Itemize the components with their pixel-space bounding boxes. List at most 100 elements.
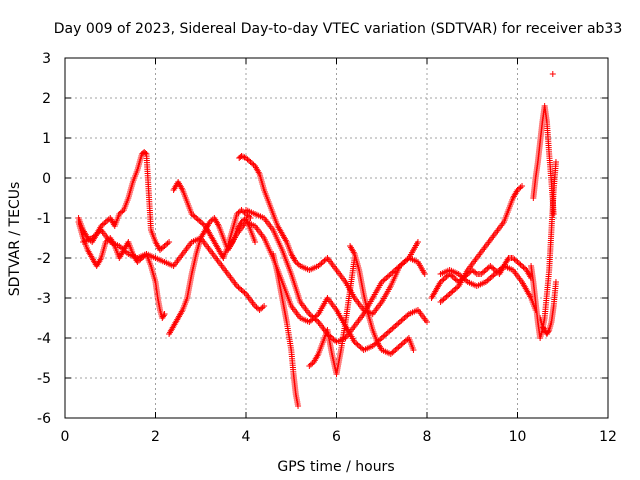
- data-point: [519, 263, 526, 269]
- x-tick-label: 8: [423, 429, 432, 445]
- data-point: [161, 311, 168, 317]
- data-point: [239, 288, 246, 295]
- y-tick-label: 0: [42, 171, 51, 187]
- data-point: [380, 333, 387, 340]
- data-point: [241, 289, 248, 296]
- data-point: [235, 284, 242, 291]
- data-point: [440, 296, 447, 303]
- data-point: [239, 208, 246, 215]
- data-point: [401, 339, 408, 345]
- data-point: [331, 337, 338, 344]
- data-point: [487, 275, 494, 281]
- data-point: [307, 361, 314, 368]
- data-point: [239, 153, 246, 160]
- y-tick-label: -4: [37, 331, 51, 347]
- data-point: [381, 276, 388, 283]
- y-tick-label: 1: [42, 131, 51, 147]
- data-point: [253, 304, 260, 311]
- data-point: [509, 255, 516, 261]
- data-point: [392, 323, 399, 329]
- data-point: [387, 327, 394, 333]
- data-point: [491, 271, 498, 277]
- data-point: [517, 184, 524, 191]
- data-point: [452, 285, 459, 292]
- data-point: [386, 272, 393, 279]
- x-tick-label: 6: [332, 429, 341, 445]
- data-point: [199, 220, 206, 227]
- data-point: [247, 159, 254, 165]
- data-point: [451, 275, 458, 281]
- data-point: [442, 275, 449, 281]
- data-point: [519, 183, 526, 189]
- x-tick-label: 4: [242, 429, 251, 445]
- data-point: [389, 269, 396, 276]
- chart-title: Day 009 of 2023, Sidereal Day-to-day VTE…: [54, 21, 623, 37]
- data-point: [393, 321, 400, 328]
- y-tick-label: 2: [42, 91, 51, 107]
- data-point: [482, 267, 489, 273]
- data-point: [396, 343, 403, 349]
- data-point: [259, 304, 266, 311]
- y-tick-label: -6: [37, 411, 51, 427]
- data-point: [196, 217, 203, 224]
- data-point: [392, 347, 399, 353]
- data-point: [384, 329, 391, 336]
- y-tick-label: -2: [37, 251, 51, 267]
- data-point: [398, 341, 405, 348]
- y-tick-label: -1: [37, 211, 51, 227]
- x-tick-label: 10: [509, 429, 527, 445]
- data-point: [318, 260, 325, 267]
- data-point: [166, 239, 173, 245]
- data-point: [550, 211, 557, 217]
- y-axis-label: SDTVAR / TECUs: [7, 182, 23, 297]
- data-point: [384, 273, 391, 280]
- data-point: [446, 291, 453, 297]
- data-point: [545, 328, 552, 335]
- data-point: [386, 328, 393, 335]
- data-point: [160, 244, 167, 251]
- data-point: [261, 303, 268, 309]
- data-point: [258, 305, 265, 312]
- data-point: [399, 316, 406, 323]
- data-point: [487, 263, 494, 269]
- data-point: [520, 264, 527, 271]
- data-point: [414, 239, 421, 245]
- data-point: [512, 257, 519, 264]
- data-point: [247, 215, 254, 221]
- data-point: [395, 320, 402, 327]
- data-point: [449, 288, 456, 295]
- data-point: [307, 312, 314, 319]
- data-point: [488, 273, 495, 280]
- data-point: [194, 216, 201, 223]
- data-point: [396, 319, 403, 325]
- data-point: [310, 315, 317, 321]
- data-point: [359, 345, 366, 352]
- data-point: [142, 150, 149, 156]
- data-point: [236, 285, 243, 292]
- data-point: [395, 344, 402, 351]
- data-point: [448, 289, 455, 296]
- data-point: [381, 332, 388, 339]
- x-tick-label: 0: [61, 429, 70, 445]
- data-point: [481, 268, 488, 275]
- data-points: [75, 71, 559, 409]
- data-point: [398, 317, 405, 324]
- data-point: [321, 257, 328, 264]
- data-point: [514, 259, 521, 265]
- data-point: [295, 403, 302, 409]
- data-point: [104, 217, 111, 224]
- data-point: [102, 219, 109, 225]
- data-point: [442, 295, 449, 301]
- x-tick-label: 12: [599, 429, 617, 445]
- data-point: [549, 71, 556, 77]
- data-point: [319, 259, 326, 265]
- data-point: [356, 343, 363, 349]
- data-point: [552, 279, 559, 285]
- y-tick-label: -5: [37, 371, 51, 387]
- data-point: [490, 265, 497, 272]
- data-point: [402, 337, 409, 344]
- y-tick-label: -3: [37, 291, 51, 307]
- data-point: [160, 312, 167, 319]
- data-point: [437, 299, 444, 305]
